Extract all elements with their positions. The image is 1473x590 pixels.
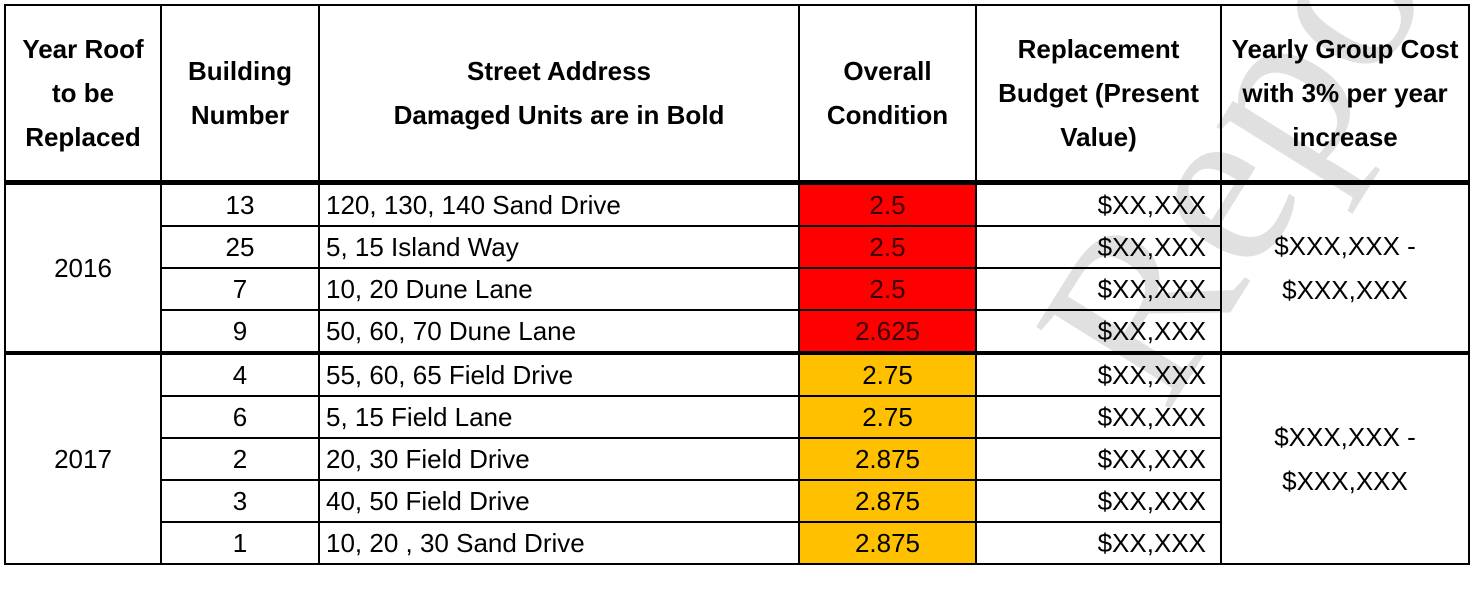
roof-replacement-table: Year Roof to be Replaced Building Number… — [4, 4, 1470, 565]
table-row: 25 5, 15 Island Way 2.5 $XX,XXX — [5, 225, 1469, 269]
overall-condition-cell: 2.875 — [798, 479, 977, 523]
replacement-budget-cell: $XX,XXX — [975, 181, 1222, 227]
group-cost-cell: $XXX,XXX - $XXX,XXX — [1220, 181, 1470, 354]
table-row: 9 50, 60, 70 Dune Lane 2.625 $XX,XXX — [5, 309, 1469, 354]
replacement-budget-cell: $XX,XXX — [975, 309, 1222, 354]
table-row: 2016 13 120, 130, 140 Sand Drive 2.5 $XX,XXX… — [4, 181, 1470, 354]
replacement-budget-cell: $XX,XXX — [975, 225, 1222, 269]
group-2017: 2017 4 55, 60, 65 Field Drive 2.75 $XX,XXX $X… — [4, 352, 1470, 565]
street-address-cell: 5, 15 Field Lane — [318, 395, 800, 439]
street-address-cell: 20, 30 Field Drive — [318, 437, 800, 481]
table-row: 3 40, 50 Field Drive 2.875 $XX,XXX — [5, 479, 1469, 523]
street-address-cell: 120, 130, 140 Sand Drive — [318, 181, 800, 227]
building-number-cell: 1 — [160, 521, 320, 565]
header-group-cost: Yearly Group Cost with 3% per year incre… — [1220, 4, 1470, 184]
header-building: Building Number — [160, 4, 320, 184]
overall-condition-cell: 2.75 — [798, 395, 977, 439]
overall-condition-cell: 2.625 — [798, 309, 977, 354]
table-row: 7 10, 20 Dune Lane 2.5 $XX,XXX — [5, 267, 1469, 311]
replacement-budget-cell: $XX,XXX — [975, 395, 1222, 439]
street-address-cell: 55, 60, 65 Field Drive — [318, 352, 800, 397]
overall-condition-cell: 2.5 — [798, 225, 977, 269]
building-number-cell: 4 — [160, 352, 320, 397]
street-address-cell: 10, 20 Dune Lane — [318, 267, 800, 311]
header-address: Street Address Damaged Units are in Bold — [318, 4, 800, 184]
overall-condition-cell: 2.75 — [798, 352, 977, 397]
building-number-cell: 7 — [160, 267, 320, 311]
table-row: 2017 4 55, 60, 65 Field Drive 2.75 $XX,XXX $X… — [4, 352, 1470, 565]
table-row: 6 5, 15 Field Lane 2.75 $XX,XXX — [5, 395, 1469, 439]
street-address-cell: 40, 50 Field Drive — [318, 479, 800, 523]
header-address-line2: Damaged Units are in Bold — [393, 100, 725, 130]
street-address-cell: 5, 15 Island Way — [318, 225, 800, 269]
header-address-line1: Street Address — [467, 56, 651, 86]
building-number-cell: 25 — [160, 225, 320, 269]
building-number-cell: 13 — [160, 181, 320, 227]
street-address-cell: 10, 20 , 30 Sand Drive — [318, 521, 800, 565]
replacement-budget-cell: $XX,XXX — [975, 437, 1222, 481]
table-row: 1 10, 20 , 30 Sand Drive 2.875 $XX,XXX — [5, 521, 1469, 565]
year-cell: 2016 — [4, 181, 162, 354]
replacement-budget-cell: $XX,XXX — [975, 352, 1222, 397]
header-budget: Replacement Budget (Present Value) — [975, 4, 1222, 184]
building-number-cell: 9 — [160, 309, 320, 354]
replacement-budget-cell: $XX,XXX — [975, 521, 1222, 565]
building-number-cell: 6 — [160, 395, 320, 439]
building-number-cell: 2 — [160, 437, 320, 481]
group-cost-cell: $XXX,XXX - $XXX,XXX — [1220, 352, 1470, 565]
header-condition: Overall Condition — [798, 4, 977, 184]
group-2016: 2016 13 120, 130, 140 Sand Drive 2.5 $XX,XXX… — [4, 181, 1470, 354]
overall-condition-cell: 2.875 — [798, 521, 977, 565]
replacement-budget-cell: $XX,XXX — [975, 267, 1222, 311]
header-row: Year Roof to be Replaced Building Number… — [4, 4, 1470, 184]
building-number-cell: 3 — [160, 479, 320, 523]
overall-condition-cell: 2.5 — [798, 267, 977, 311]
table-row: 2 20, 30 Field Drive 2.875 $XX,XXX — [5, 437, 1469, 481]
header-year: Year Roof to be Replaced — [4, 4, 162, 184]
replacement-budget-cell: $XX,XXX — [975, 479, 1222, 523]
overall-condition-cell: 2.875 — [798, 437, 977, 481]
year-cell: 2017 — [4, 352, 162, 565]
overall-condition-cell: 2.5 — [798, 181, 977, 227]
roof-replacement-table-container: Year Roof to be Replaced Building Number… — [4, 4, 1470, 590]
street-address-cell: 50, 60, 70 Dune Lane — [318, 309, 800, 354]
